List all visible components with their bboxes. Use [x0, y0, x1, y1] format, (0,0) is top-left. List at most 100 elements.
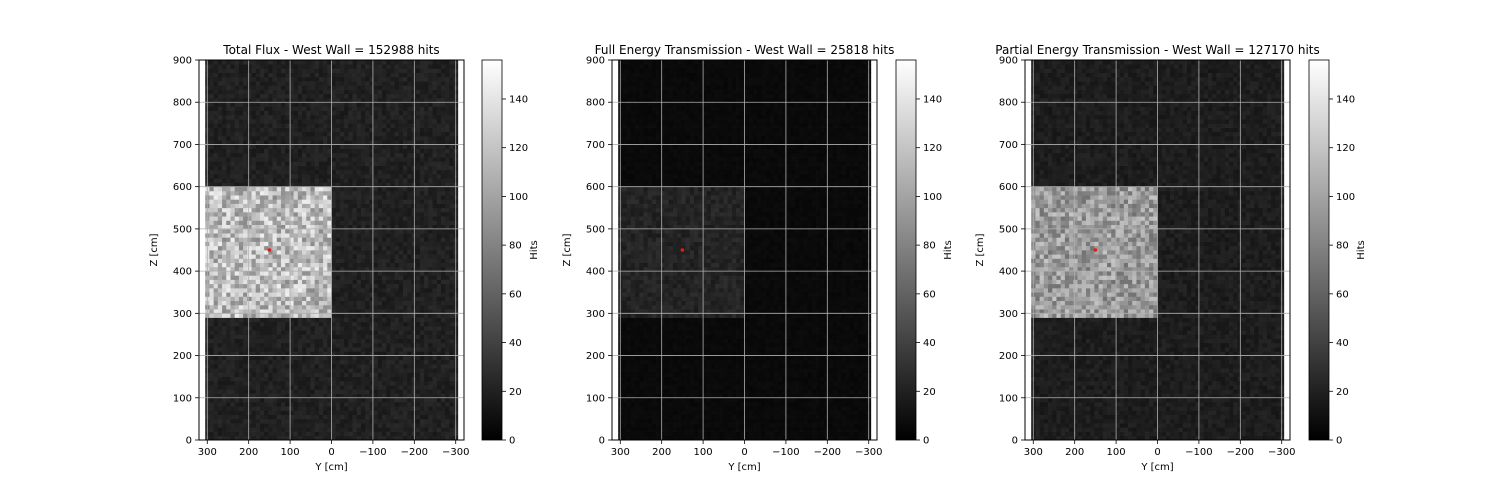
heatmap-cell — [255, 148, 261, 154]
heatmap-cell — [382, 233, 387, 238]
heatmap-cell — [428, 250, 433, 255]
heatmap-cell — [360, 174, 366, 179]
heatmap-cell — [382, 207, 387, 213]
heatmap-cell — [272, 406, 278, 411]
heatmap-cell — [352, 414, 358, 420]
heatmap-cell — [335, 406, 341, 411]
heatmap-cell — [432, 152, 438, 158]
heatmap-cell — [394, 402, 400, 407]
heatmap-cell — [268, 182, 273, 188]
heatmap-cell — [280, 372, 286, 378]
heatmap-cell — [335, 385, 341, 390]
heatmap-cell — [339, 190, 345, 196]
heatmap-cell — [289, 351, 294, 356]
heatmap-cell — [415, 178, 421, 183]
heatmap-cell — [369, 321, 374, 327]
heatmap-cell — [352, 186, 358, 192]
heatmap-cell — [217, 85, 223, 90]
heatmap-cell — [222, 389, 227, 394]
heatmap-cell — [285, 347, 290, 352]
heatmap-cell — [323, 309, 328, 314]
heatmap-cell — [247, 288, 252, 293]
heatmap-cell — [436, 186, 442, 192]
heatmap-cell — [209, 347, 214, 352]
heatmap-cell — [293, 342, 299, 348]
heatmap-cell — [272, 93, 278, 99]
heatmap-cell — [243, 89, 248, 95]
heatmap-cell — [382, 203, 387, 209]
heatmap-cell — [276, 364, 282, 369]
heatmap-cell — [222, 342, 227, 348]
heatmap-cell — [251, 410, 257, 416]
heatmap-cell — [365, 410, 370, 416]
heatmap-cell — [222, 207, 227, 213]
heatmap-cell — [331, 165, 337, 171]
heatmap-cell — [310, 266, 316, 272]
heatmap-cell — [310, 431, 316, 437]
heatmap-cell — [424, 266, 429, 272]
heatmap-cell — [382, 190, 387, 196]
heatmap-cell — [314, 288, 320, 293]
heatmap-cell — [222, 106, 227, 112]
heatmap-cell — [251, 414, 257, 420]
heatmap-cell — [369, 241, 374, 247]
heatmap-cell — [217, 245, 223, 251]
heatmap-cell — [226, 385, 231, 390]
heatmap-cell — [436, 98, 442, 103]
heatmap-cell — [382, 266, 387, 272]
heatmap-cell — [226, 195, 231, 200]
heatmap-cell — [323, 241, 328, 247]
heatmap-cell — [424, 140, 429, 145]
heatmap-cell — [419, 326, 425, 331]
heatmap-cell — [365, 406, 370, 411]
heatmap-cell — [424, 347, 429, 352]
heatmap-cell — [407, 207, 412, 213]
heatmap-cell — [360, 144, 366, 150]
heatmap-cell — [276, 304, 282, 310]
heatmap-cell — [394, 406, 400, 411]
heatmap-cell — [411, 127, 417, 133]
heatmap-cell — [259, 397, 265, 403]
heatmap-cell — [259, 224, 265, 230]
heatmap-cell — [238, 342, 244, 348]
heatmap-cell — [419, 431, 425, 437]
heatmap-cell — [230, 136, 236, 141]
heatmap-cell — [285, 418, 290, 424]
heatmap-cell — [323, 304, 328, 310]
heatmap-cell — [276, 330, 282, 335]
heatmap-cell — [306, 372, 311, 378]
heatmap-cell — [285, 258, 290, 264]
heatmap-cell — [440, 148, 446, 154]
heatmap-cell — [213, 304, 219, 310]
heatmap-cell — [440, 165, 446, 171]
heatmap-cell — [230, 279, 236, 285]
heatmap-cell — [276, 338, 282, 344]
heatmap-cell — [428, 342, 433, 348]
heatmap-cell — [440, 359, 446, 365]
heatmap-cell — [297, 397, 303, 403]
heatmap-cell — [356, 144, 362, 150]
heatmap-cell — [327, 123, 332, 128]
heatmap-cell — [247, 190, 252, 196]
heatmap-cell — [306, 279, 311, 285]
heatmap-cell — [243, 393, 248, 399]
heatmap-cell — [436, 178, 442, 183]
heatmap-cell — [280, 266, 286, 272]
heatmap-cell — [449, 317, 454, 323]
heatmap-cell — [306, 136, 311, 141]
heatmap-cell — [390, 199, 395, 204]
heatmap-cell — [436, 355, 442, 361]
heatmap-cell — [432, 309, 438, 314]
heatmap-cell — [445, 359, 450, 365]
heatmap-cell — [449, 216, 454, 221]
heatmap-cell — [243, 178, 248, 183]
heatmap-cell — [415, 402, 421, 407]
heatmap-cell — [251, 85, 257, 90]
heatmap-cell — [398, 131, 404, 137]
heatmap-cell — [276, 292, 282, 297]
heatmap-cell — [360, 334, 366, 340]
heatmap-cell — [403, 212, 408, 217]
heatmap-cell — [390, 414, 395, 420]
heatmap-cell — [398, 233, 404, 238]
